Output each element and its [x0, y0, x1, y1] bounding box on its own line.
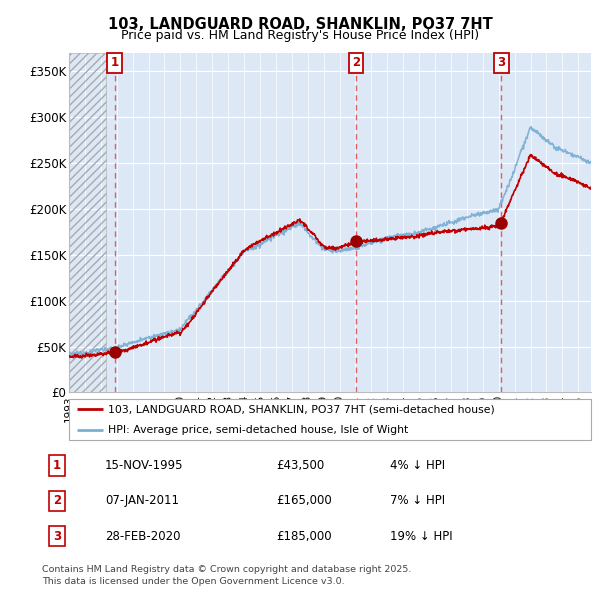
Text: 19% ↓ HPI: 19% ↓ HPI — [390, 530, 452, 543]
Text: £165,000: £165,000 — [276, 494, 332, 507]
Text: 2: 2 — [352, 57, 360, 70]
Text: 7% ↓ HPI: 7% ↓ HPI — [390, 494, 445, 507]
FancyBboxPatch shape — [69, 399, 591, 440]
Text: 28-FEB-2020: 28-FEB-2020 — [105, 530, 181, 543]
Text: Contains HM Land Registry data © Crown copyright and database right 2025.
This d: Contains HM Land Registry data © Crown c… — [42, 565, 412, 586]
Text: £43,500: £43,500 — [276, 459, 324, 472]
Text: 103, LANDGUARD ROAD, SHANKLIN, PO37 7HT (semi-detached house): 103, LANDGUARD ROAD, SHANKLIN, PO37 7HT … — [108, 405, 495, 414]
Text: HPI: Average price, semi-detached house, Isle of Wight: HPI: Average price, semi-detached house,… — [108, 425, 409, 434]
Text: 2: 2 — [53, 494, 61, 507]
Text: 07-JAN-2011: 07-JAN-2011 — [105, 494, 179, 507]
Text: 3: 3 — [497, 57, 505, 70]
Text: 103, LANDGUARD ROAD, SHANKLIN, PO37 7HT: 103, LANDGUARD ROAD, SHANKLIN, PO37 7HT — [107, 17, 493, 31]
Text: 1: 1 — [110, 57, 119, 70]
Text: Price paid vs. HM Land Registry's House Price Index (HPI): Price paid vs. HM Land Registry's House … — [121, 30, 479, 42]
Text: 15-NOV-1995: 15-NOV-1995 — [105, 459, 184, 472]
Text: 4% ↓ HPI: 4% ↓ HPI — [390, 459, 445, 472]
Text: 3: 3 — [53, 530, 61, 543]
Text: 1: 1 — [53, 459, 61, 472]
Text: £185,000: £185,000 — [276, 530, 332, 543]
